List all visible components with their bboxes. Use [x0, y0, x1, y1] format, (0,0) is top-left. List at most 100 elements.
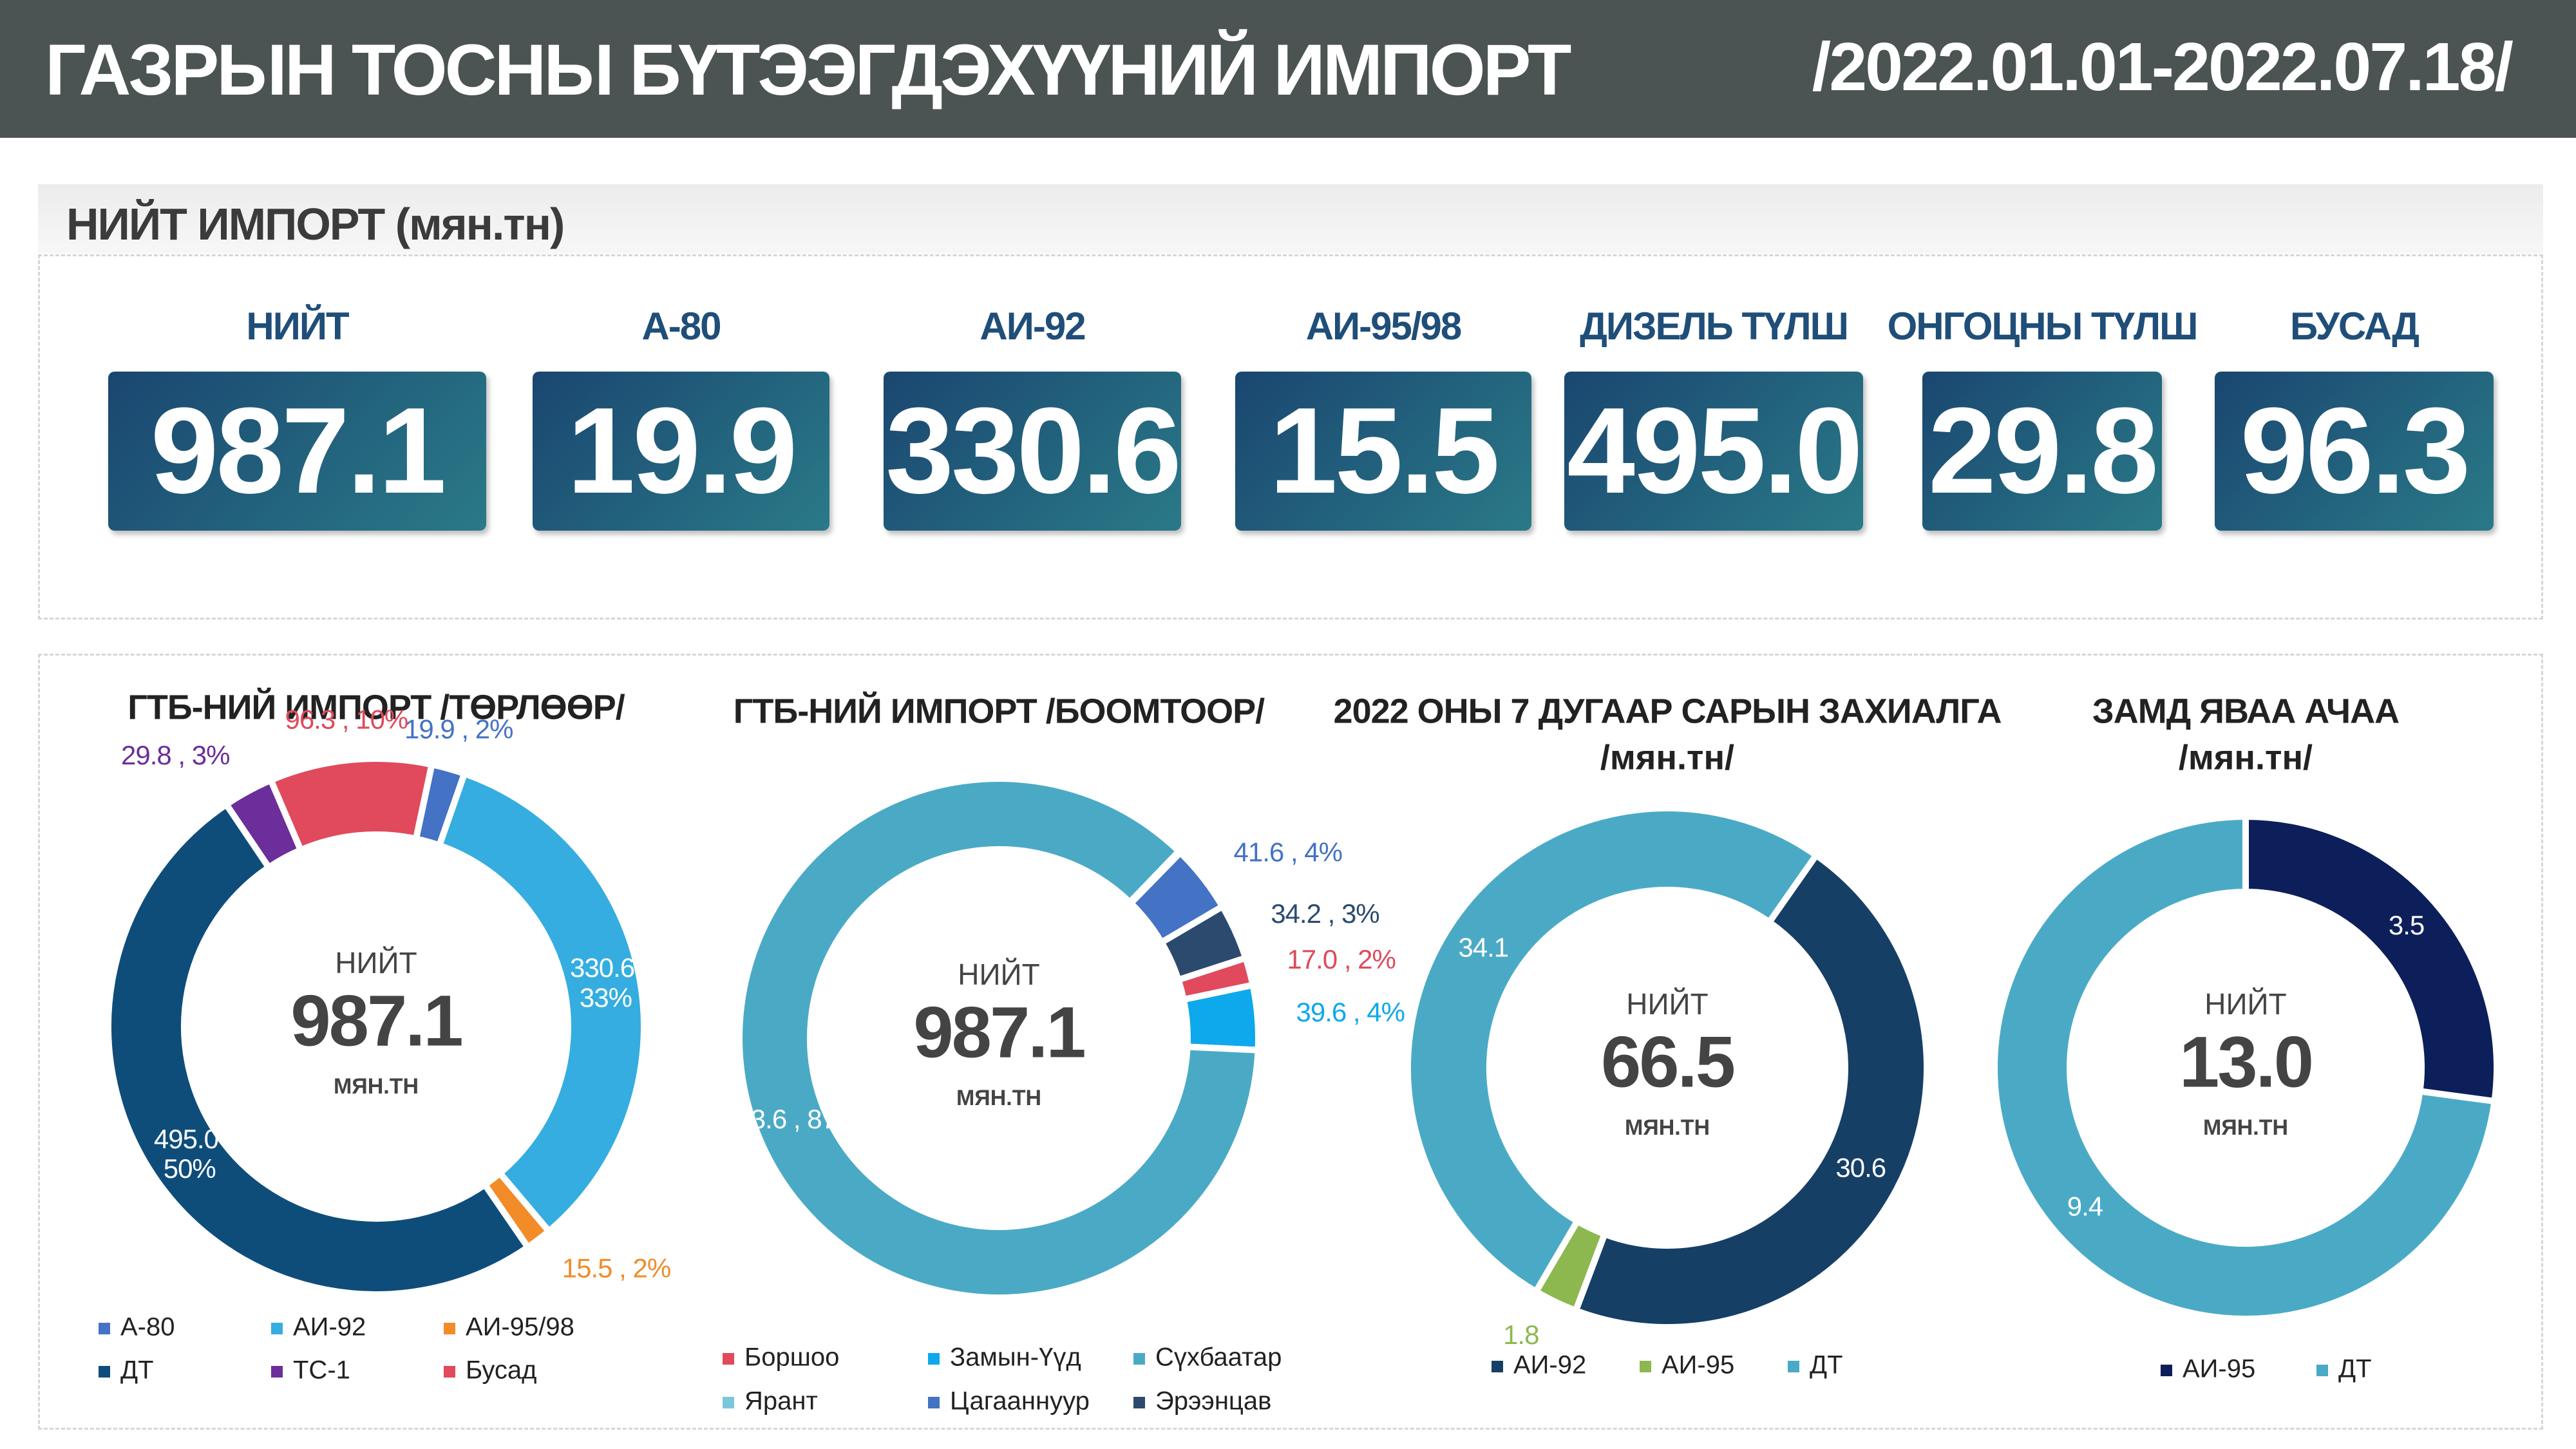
period: /2022.01.01-2022.07.18/ — [1812, 29, 2514, 105]
data-label: 29.8 , 3% — [121, 740, 229, 770]
center-unit: МЯН.ТН — [956, 1086, 1041, 1110]
data-label: 30.6 — [1835, 1153, 1886, 1183]
legend-label: Бусад — [466, 1356, 537, 1385]
page-title: ГАЗРЫН ТОСНЫ БҮТЭЭГДЭХҮҮНИЙ ИМПОРТ — [45, 30, 1571, 110]
legend-marker — [1133, 1353, 1145, 1365]
chart-title: ГТБ-НИЙ ИМПОРТ /ТӨРЛӨӨР/ — [128, 687, 625, 726]
chart-title: ЗАМД ЯВАА АЧАА — [2092, 692, 2399, 730]
legend-label: АИ-95/98 — [466, 1313, 574, 1341]
donut-segment — [736, 775, 1262, 1301]
legend-marker — [2161, 1365, 2172, 1376]
kpi-label: ОНГОЦНЫ ТҮЛШ — [1887, 305, 2199, 348]
legend-label: Эрээнцав — [1155, 1387, 1271, 1416]
legend-marker — [723, 1397, 734, 1408]
center-value: 987.1 — [290, 981, 462, 1061]
legend-marker — [271, 1323, 283, 1334]
donut-segment — [1991, 813, 2499, 1322]
kpi-value: 29.8 — [1922, 372, 2162, 531]
donut-segment — [267, 755, 436, 855]
data-label: 34.1 — [1458, 933, 1508, 963]
legend-label: АИ-95 — [1662, 1351, 1734, 1379]
kpi-label: АИ-95/98 — [1305, 305, 1463, 348]
donut-segment — [1405, 805, 1821, 1296]
center-title: НИЙТ — [1626, 987, 1708, 1021]
donut-segment — [1571, 850, 1930, 1331]
donut-segment — [104, 800, 533, 1298]
center-value: 66.5 — [1601, 1022, 1734, 1103]
legend-label: Замын-Үүд — [950, 1343, 1081, 1372]
data-label: 495.0 50% — [154, 1124, 218, 1184]
legend-label: ДТ — [2338, 1355, 2372, 1383]
kpi-label: БУСАД — [2289, 305, 2420, 348]
legend-marker — [2316, 1365, 2328, 1376]
legend-label: ТС-1 — [293, 1356, 350, 1385]
center-value: 13.0 — [2179, 1022, 2312, 1103]
legend-marker — [99, 1323, 110, 1334]
data-label: 853.6 , 87% — [722, 1104, 859, 1134]
data-label: 330.6 33% — [570, 952, 634, 1012]
legend-marker — [1492, 1361, 1503, 1372]
kpi-label: НИЙТ — [246, 305, 349, 348]
legend-label: ДТ — [1810, 1351, 1843, 1379]
kpi-panel — [38, 254, 2543, 620]
legend-marker — [444, 1323, 455, 1334]
section-header: НИЙТ ИМПОРТ (мян.тн) — [38, 184, 2543, 254]
data-label: 3.5 — [2389, 910, 2424, 940]
data-label: 9.4 — [2067, 1191, 2103, 1221]
kpi-value: 495.0 — [1564, 372, 1863, 531]
kpi-label: А-80 — [641, 305, 721, 348]
donut-segment — [1179, 981, 1262, 1054]
donut-chart: ГТБ-НИЙ ИМПОРТ /БООМТООР/17.0 , 2% 39.6 ,… — [722, 691, 1405, 1415]
legend-marker — [444, 1366, 455, 1378]
legend-label: ДТ — [120, 1356, 154, 1385]
donut-segment — [1157, 902, 1250, 984]
chart-subtitle: /мян.тн/ — [1600, 738, 1734, 777]
data-label: 39.6 , 4% — [1296, 997, 1405, 1027]
legend-label: Сүхбаатар — [1155, 1343, 1282, 1372]
chart-title: 2022 ОНЫ 7 ДУГААР САРЫН ЗАХИАЛГА — [1334, 692, 2002, 730]
center-unit: МЯН.ТН — [334, 1074, 419, 1099]
legend-marker — [723, 1353, 734, 1365]
data-label: 15.5 , 2% — [562, 1253, 670, 1283]
legend-marker — [1788, 1361, 1799, 1372]
kpi-label: ДИЗЕЛЬ ТҮЛШ — [1580, 305, 1849, 348]
data-label: 41.6 , 4% — [1234, 837, 1342, 867]
legend-label: А-80 — [120, 1313, 175, 1341]
data-label: 34.2 , 3% — [1271, 898, 1379, 929]
kpi-label: АИ-92 — [980, 305, 1086, 348]
data-label: 17.0 , 2% — [1287, 944, 1395, 974]
center-unit: МЯН.ТН — [1625, 1115, 1710, 1140]
donut-chart: 2022 ОНЫ 7 ДУГААР САРЫН ЗАХИАЛГА/мян.тн/… — [1334, 692, 2002, 1379]
kpi-value: 987.1 — [108, 372, 486, 531]
legend-marker — [928, 1353, 940, 1365]
center-unit: МЯН.ТН — [2203, 1115, 2288, 1140]
center-title: НИЙТ — [335, 946, 417, 980]
legend-label: АИ-92 — [1513, 1351, 1586, 1379]
legend-marker — [99, 1366, 110, 1378]
legend-label: Цагааннуур — [950, 1387, 1090, 1416]
center-title: НИЙТ — [958, 958, 1039, 991]
data-label: 1.8 — [1503, 1320, 1539, 1350]
legend-label: АИ-92 — [293, 1313, 366, 1341]
kpi-value: 330.6 — [884, 372, 1182, 531]
legend-marker — [928, 1397, 940, 1408]
donut-chart: ГТБ-НИЙ ИМПОРТ /ТӨРЛӨӨР/19.9 , 2% 330.6 3… — [99, 687, 671, 1385]
legend-label: Боршоо — [744, 1343, 839, 1372]
legend-marker — [1640, 1361, 1651, 1372]
data-label: 96.3 , 10% — [285, 704, 408, 734]
legend-label: Ярант — [744, 1387, 818, 1416]
header: ГАЗРЫН ТОСНЫ БҮТЭЭГДЭХҮҮНИЙ ИМПОРТ /2022… — [0, 0, 2576, 138]
legend-label: АИ-95 — [2183, 1355, 2255, 1383]
kpi-value: 19.9 — [533, 372, 829, 531]
legend-marker — [271, 1366, 283, 1378]
donut-segment — [435, 769, 647, 1236]
section-title: НИЙТ ИМПОРТ (мян.тн) — [66, 199, 565, 249]
donut-segment — [2242, 813, 2500, 1105]
chart-panel — [38, 654, 2543, 1430]
kpi-value: 96.3 — [2215, 372, 2494, 531]
data-label: 19.9 , 2% — [404, 714, 513, 744]
center-value: 987.1 — [913, 992, 1084, 1073]
